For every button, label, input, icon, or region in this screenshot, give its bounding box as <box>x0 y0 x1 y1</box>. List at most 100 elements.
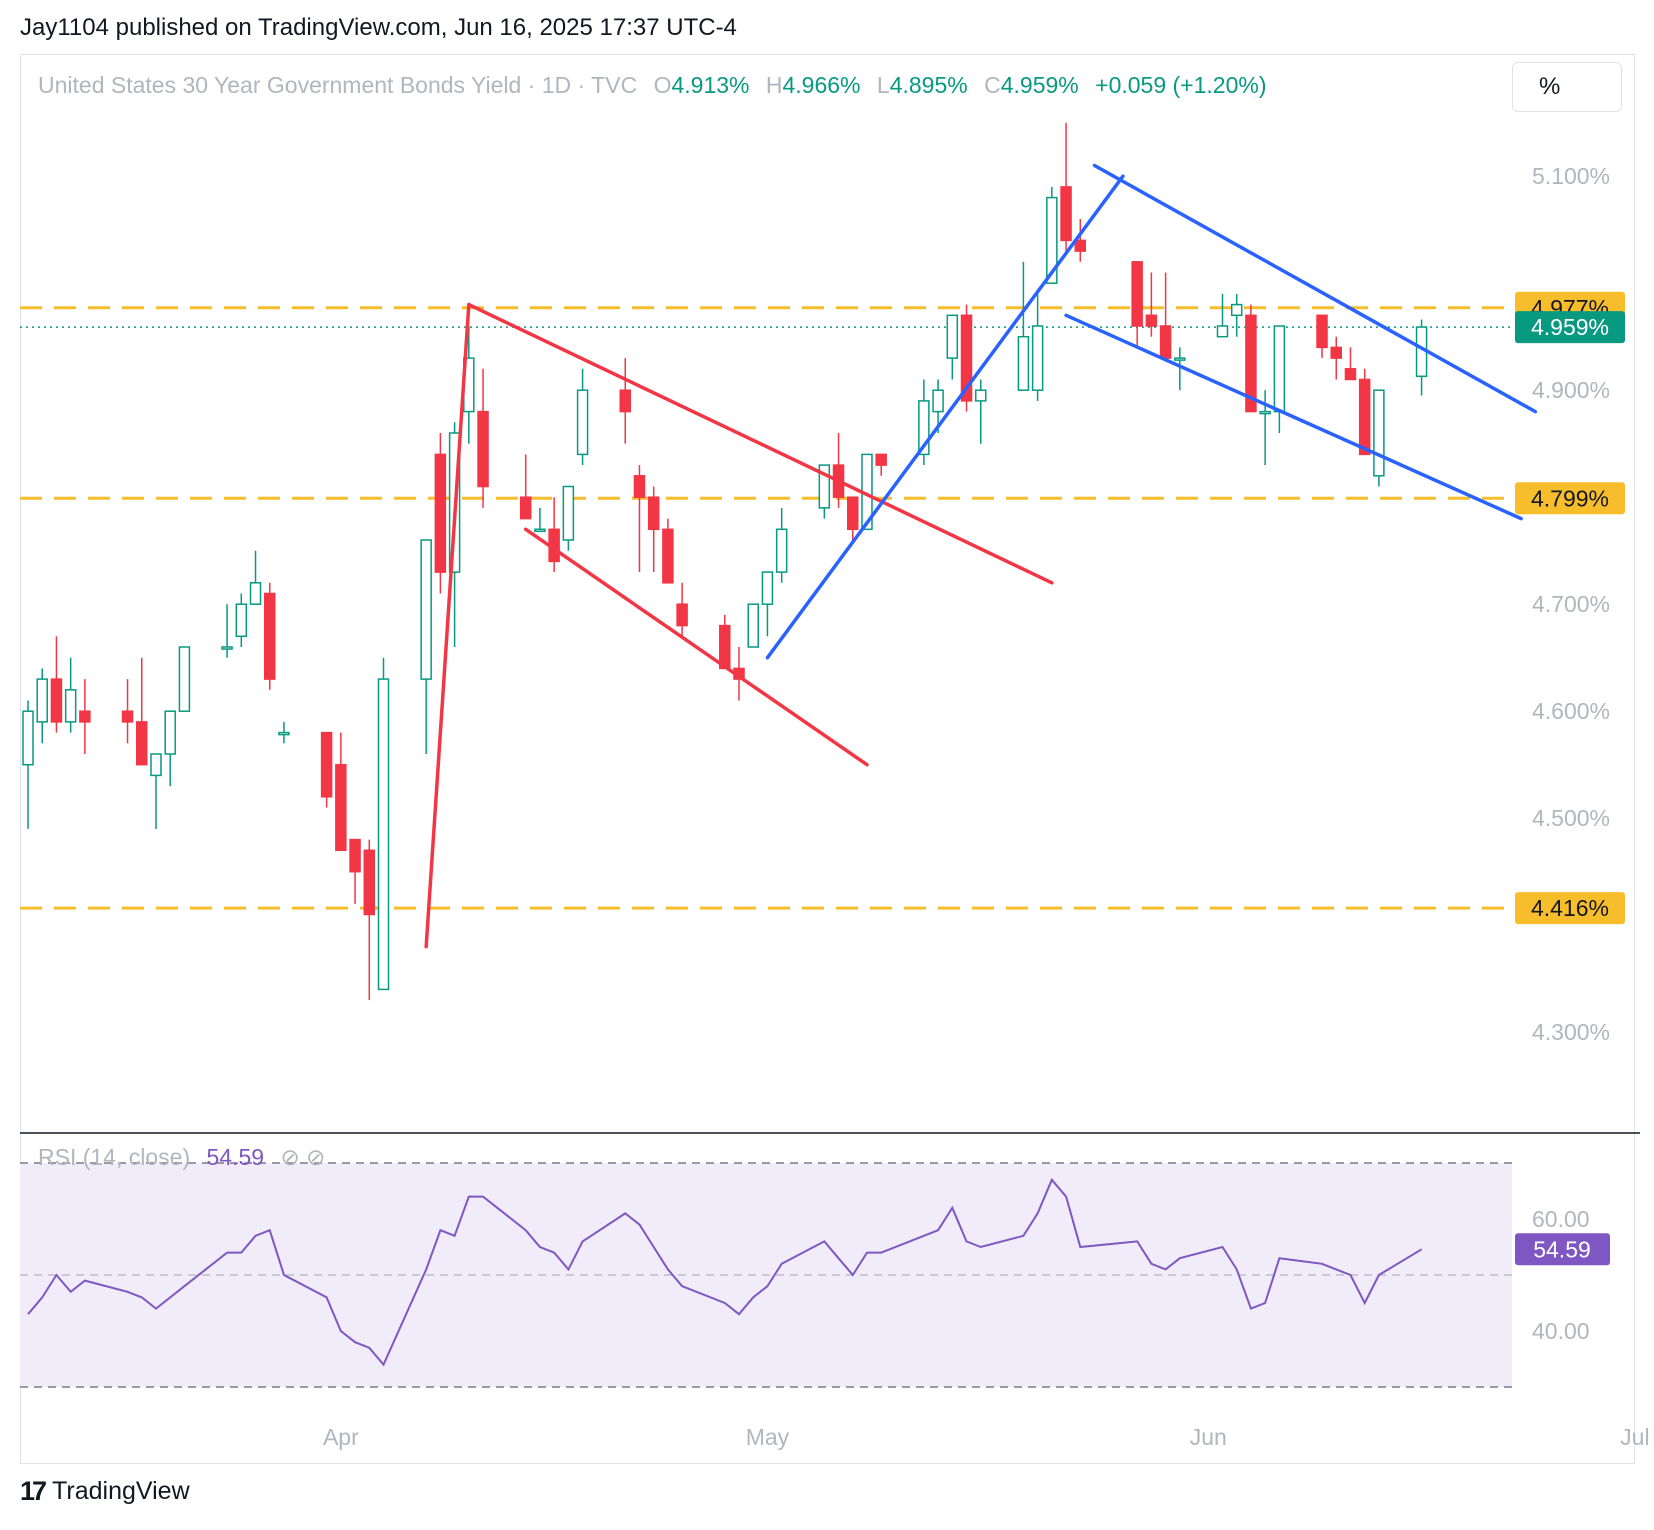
candle-body <box>519 496 532 520</box>
candle-body <box>974 389 987 402</box>
rsi-axis-label: 54.59 <box>1533 1236 1591 1262</box>
candle <box>719 614 731 670</box>
candle <box>832 433 845 508</box>
level-axis-label: 4.416% <box>1531 895 1609 921</box>
price-tick-label: 4.700% <box>1532 591 1610 617</box>
candle <box>1415 319 1428 396</box>
candle <box>1373 389 1385 487</box>
candle <box>150 753 162 829</box>
close-value: 4.959% <box>1000 72 1079 98</box>
candle <box>1330 336 1342 380</box>
candle <box>1074 219 1087 262</box>
candle <box>178 646 191 712</box>
open-value: 4.913% <box>671 72 750 98</box>
time-tick-label: May <box>746 1424 790 1450</box>
candle-body <box>875 453 887 466</box>
candle <box>1230 293 1243 337</box>
change-value: +0.059 (+1.20%) <box>1095 72 1267 98</box>
candle <box>1358 368 1371 456</box>
candle <box>1131 261 1143 348</box>
candle <box>676 582 688 637</box>
candle <box>278 721 290 744</box>
candle <box>1344 347 1357 381</box>
candle-body <box>136 721 148 766</box>
low-value: 4.895% <box>889 72 968 98</box>
candle-body <box>150 753 162 777</box>
candle <box>747 603 759 648</box>
candle-body <box>1145 314 1158 327</box>
candle <box>121 679 134 744</box>
trendline <box>1092 163 1538 414</box>
candle-body <box>1174 357 1186 361</box>
candle-body <box>278 731 290 736</box>
candle <box>1060 122 1072 252</box>
candle <box>349 838 361 904</box>
chart-frame <box>20 54 1635 1464</box>
candle-body <box>420 539 432 680</box>
last-price-axis-label-box <box>1515 311 1625 344</box>
trendline <box>765 174 1125 660</box>
publish-header: Jay1104 published on TradingView.com, Ju… <box>20 14 737 41</box>
candle <box>136 657 148 766</box>
candle <box>847 496 859 540</box>
candle-body <box>747 603 759 648</box>
symbol-title: United States 30 Year Government Bonds Y… <box>38 72 638 98</box>
candle <box>960 304 973 412</box>
level-axis-label-box <box>1515 892 1625 925</box>
rsi-visibility-icons[interactable]: ⊘ ⊘ <box>280 1144 326 1170</box>
percent-scale-button[interactable]: % <box>1512 62 1622 112</box>
candle-body <box>633 475 646 498</box>
level-axis-label: 4.799% <box>1531 485 1609 511</box>
price-tick-label: 5.100% <box>1532 163 1610 189</box>
candle <box>377 657 390 991</box>
time-tick-label: Apr <box>323 1424 359 1450</box>
candle-body <box>534 528 546 533</box>
candle <box>662 518 674 584</box>
symbol-legend: United States 30 Year Government Bonds Y… <box>38 72 1266 99</box>
candle-body <box>335 763 347 852</box>
candle <box>1159 272 1172 359</box>
candle-body <box>562 485 575 541</box>
candle-body <box>121 710 134 723</box>
candle <box>335 732 347 852</box>
candle <box>64 657 77 733</box>
candle-body <box>477 410 489 488</box>
candle <box>235 593 248 647</box>
candle-body <box>761 571 774 605</box>
candle <box>633 465 646 573</box>
level-axis-label-box <box>1515 482 1625 515</box>
candle-body <box>363 849 376 916</box>
candle <box>1031 293 1044 401</box>
close-label: C <box>984 72 1001 98</box>
candle <box>1145 272 1158 337</box>
candle <box>22 700 34 829</box>
percent-scale-label: % <box>1539 73 1561 100</box>
candle-body <box>1017 335 1030 391</box>
candle <box>263 582 276 690</box>
candle-body <box>1031 325 1044 391</box>
low-label: L <box>876 72 890 98</box>
trendline <box>523 527 869 767</box>
candle <box>918 379 930 466</box>
candle <box>1174 347 1186 391</box>
candle <box>363 839 376 1001</box>
candle <box>50 636 63 733</box>
candle-body <box>932 389 944 413</box>
candle-body <box>1245 314 1257 413</box>
candle-body <box>576 389 589 456</box>
candle <box>434 433 447 594</box>
candle <box>775 507 788 583</box>
candle-body <box>263 592 276 680</box>
candle-body <box>1131 261 1143 327</box>
price-tick-label: 4.500% <box>1532 805 1610 831</box>
last-price-axis-label: 4.959% <box>1531 314 1609 340</box>
price-tick-label: 4.600% <box>1532 698 1610 724</box>
candle-body <box>164 710 176 755</box>
candle-body <box>235 603 248 638</box>
candle-body <box>178 646 191 712</box>
trendline <box>1064 313 1523 521</box>
rsi-axis-label-box <box>1515 1233 1610 1266</box>
time-tick-label: Jun <box>1190 1424 1227 1450</box>
candle-body <box>1358 378 1371 456</box>
